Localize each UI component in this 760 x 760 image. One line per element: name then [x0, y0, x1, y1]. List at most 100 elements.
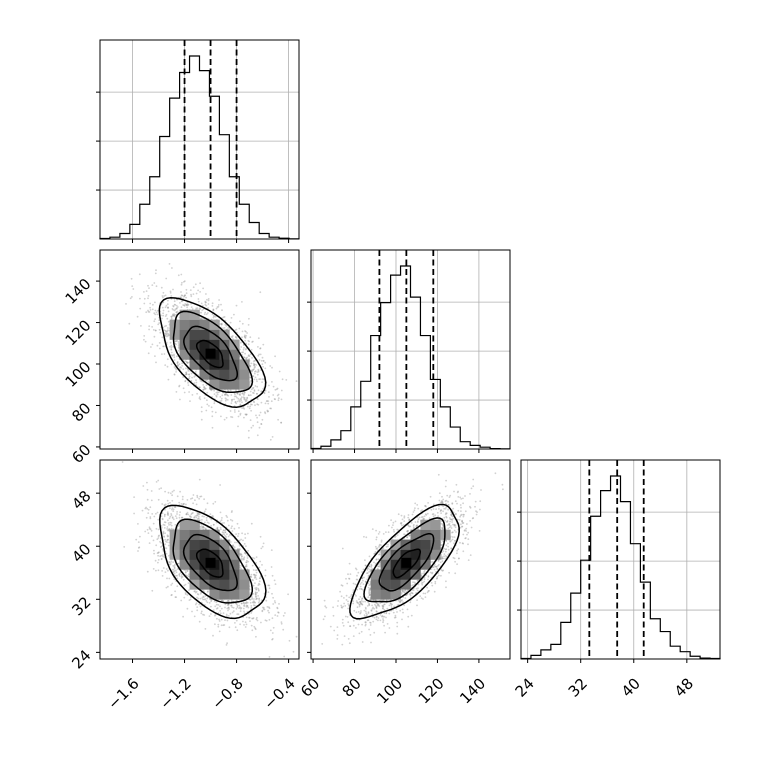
sample-point: [176, 568, 179, 570]
sample-point: [369, 580, 372, 583]
sample-point: [162, 296, 164, 299]
sample-point: [451, 515, 454, 518]
sample-point: [274, 583, 277, 585]
sample-point: [257, 587, 260, 590]
sample-point: [242, 620, 244, 623]
sample-point: [240, 607, 243, 609]
sample-point: [364, 564, 367, 567]
sample-point: [162, 530, 165, 533]
sample-point: [390, 519, 392, 521]
sample-point: [368, 591, 371, 594]
sample-point: [244, 565, 247, 568]
sample-point: [170, 521, 173, 524]
density-cell: [380, 579, 391, 590]
sample-point: [231, 611, 234, 614]
sample-point: [444, 500, 447, 502]
sample-point: [442, 557, 444, 560]
sample-point: [156, 344, 159, 347]
sample-point: [173, 569, 175, 571]
sample-point: [241, 322, 244, 325]
x-tick-label-p1-0: 60: [297, 675, 323, 701]
sample-point: [440, 574, 442, 577]
histogram-steps-p0: [99, 55, 300, 240]
sample-point: [253, 573, 255, 576]
density-cell: [169, 539, 180, 550]
sample-point: [190, 516, 193, 518]
sample-point: [454, 512, 457, 515]
sample-point: [225, 392, 227, 395]
sample-point: [165, 277, 168, 280]
sample-point: [188, 599, 191, 601]
sample-point: [253, 390, 256, 392]
sample-point: [166, 513, 169, 516]
sample-point: [249, 575, 252, 578]
sample-point: [155, 285, 158, 288]
sample-point: [231, 606, 234, 609]
sample-point: [187, 303, 190, 306]
sample-point: [227, 327, 230, 329]
sample-point: [146, 481, 148, 484]
sample-point: [466, 523, 468, 525]
sample-point: [210, 389, 213, 392]
sample-point: [451, 502, 454, 504]
sample-point: [390, 605, 393, 607]
sample-point: [181, 516, 184, 519]
sample-point: [220, 519, 223, 521]
sample-point: [146, 507, 149, 510]
histogram-steps-p1: [310, 265, 511, 450]
sample-point: [184, 294, 187, 297]
sample-point: [450, 514, 453, 517]
sample-point: [359, 596, 362, 598]
sample-point: [394, 616, 397, 619]
sample-point: [464, 529, 466, 531]
sample-point: [403, 516, 406, 519]
sample-point: [401, 608, 404, 611]
sample-point: [252, 391, 254, 394]
sample-point: [206, 391, 209, 394]
sample-point: [186, 362, 189, 364]
sample-point: [252, 368, 255, 371]
sample-point: [144, 340, 147, 343]
sample-point: [167, 535, 170, 538]
sample-point: [162, 532, 165, 535]
sample-point: [208, 522, 210, 524]
sample-point: [417, 583, 420, 586]
sample-point: [176, 577, 179, 580]
sample-point: [442, 498, 445, 501]
sample-point: [181, 516, 184, 519]
sample-point: [131, 296, 133, 298]
sample-point: [453, 490, 455, 493]
sample-point: [368, 602, 370, 605]
sample-point: [153, 282, 156, 284]
sample-point: [243, 394, 245, 396]
sample-point: [361, 597, 364, 600]
sample-point: [224, 393, 227, 396]
density-cell: [229, 589, 240, 600]
sample-point: [175, 368, 178, 371]
sample-point: [212, 308, 215, 311]
sample-point: [221, 394, 224, 397]
sample-point: [451, 531, 454, 534]
sample-point: [453, 536, 456, 538]
sample-point: [245, 330, 247, 333]
sample-point: [382, 621, 384, 624]
sample-point: [274, 601, 277, 604]
sample-point: [445, 580, 447, 583]
sample-point: [447, 500, 449, 503]
sample-point: [165, 304, 168, 307]
sample-point: [375, 610, 378, 613]
sample-point: [178, 528, 181, 530]
sample-point: [368, 594, 371, 596]
sample-point: [259, 560, 262, 563]
sample-point: [214, 614, 216, 617]
sample-point: [369, 593, 371, 596]
sample-point: [173, 489, 175, 492]
sample-point: [417, 587, 419, 589]
sample-point: [444, 548, 447, 551]
sample-point: [154, 309, 157, 312]
sample-point: [219, 520, 222, 523]
sample-point: [209, 513, 212, 515]
contour-p0-p2-1: [182, 533, 238, 592]
sample-point: [255, 556, 258, 558]
sample-point: [241, 301, 243, 303]
